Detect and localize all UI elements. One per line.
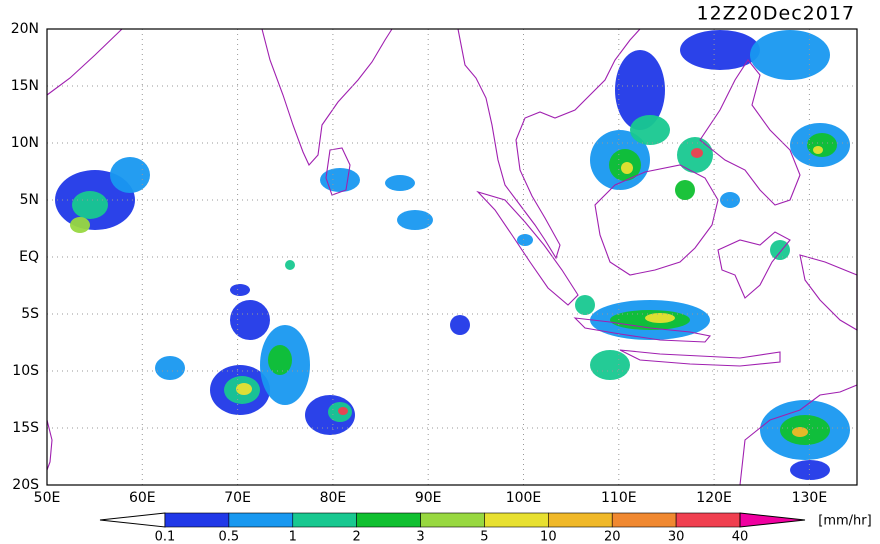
lat-label: 20S bbox=[12, 477, 39, 493]
lon-label: 50E bbox=[34, 490, 61, 506]
colorbar-box bbox=[548, 512, 613, 528]
coastline bbox=[46, 419, 53, 471]
rain-cell bbox=[621, 162, 633, 174]
rain-cell bbox=[770, 240, 790, 260]
lon-label: 60E bbox=[129, 490, 156, 506]
timestamp: 12Z20Dec2017 bbox=[697, 3, 856, 25]
lat-label: 10S bbox=[12, 363, 39, 379]
coastline bbox=[799, 254, 858, 331]
coastlines bbox=[46, 28, 858, 486]
colorbar-high bbox=[739, 512, 806, 528]
colorbar-box bbox=[611, 512, 677, 528]
colorbar-label: 10 bbox=[540, 530, 557, 544]
rain-cell bbox=[230, 284, 250, 296]
rain-cell bbox=[680, 30, 760, 70]
coastline bbox=[476, 190, 579, 306]
colorbar-label: 40 bbox=[732, 530, 749, 544]
rain-cell bbox=[285, 260, 295, 270]
colorbar-box bbox=[228, 512, 294, 528]
colorbar-box bbox=[356, 512, 421, 528]
colorbar-low bbox=[99, 512, 166, 528]
lat-label: 10N bbox=[11, 135, 39, 151]
rain-field bbox=[55, 30, 850, 480]
rain-cell bbox=[615, 50, 665, 130]
graticule bbox=[47, 29, 857, 485]
colorbar-label: 0.1 bbox=[155, 530, 176, 544]
rain-cell bbox=[750, 30, 830, 80]
colorbar-label: 20 bbox=[604, 530, 621, 544]
map-frame bbox=[46, 28, 858, 486]
colorbar-box bbox=[675, 512, 741, 528]
rain-cell bbox=[630, 115, 670, 145]
rain-cell bbox=[230, 300, 270, 340]
colorbar-box bbox=[420, 512, 485, 528]
lon-label: 130E bbox=[792, 490, 828, 506]
coastline bbox=[325, 147, 351, 196]
lat-label: 5N bbox=[20, 192, 39, 208]
colorbar-label: 30 bbox=[668, 530, 685, 544]
lon-label: 80E bbox=[320, 490, 347, 506]
rain-cell bbox=[575, 295, 595, 315]
colorbar-box bbox=[292, 512, 357, 528]
coastline bbox=[457, 28, 641, 260]
lat-label: EQ bbox=[19, 249, 39, 265]
rain-cell bbox=[155, 356, 185, 380]
rain-cell bbox=[790, 460, 830, 480]
colorbar: 0.1 0.5 1 2 3 5 10 20 30 40 [mm/hr] bbox=[99, 512, 872, 544]
lat-label: 5S bbox=[21, 306, 39, 322]
rain-cell bbox=[236, 383, 252, 395]
rain-cell bbox=[645, 313, 675, 323]
coastline bbox=[573, 317, 712, 343]
rain-cell bbox=[72, 191, 108, 219]
rain-cell bbox=[792, 427, 808, 437]
colorbar-label: 5 bbox=[480, 530, 488, 544]
colorbar-unit: [mm/hr] bbox=[818, 514, 871, 529]
coastline bbox=[739, 384, 858, 486]
rain-cell bbox=[517, 234, 533, 246]
lon-label: 70E bbox=[224, 490, 251, 506]
coastline bbox=[699, 59, 801, 206]
lat-label: 15S bbox=[12, 420, 39, 436]
lon-label: 120E bbox=[696, 490, 732, 506]
rain-cell bbox=[397, 210, 433, 230]
lon-label: 100E bbox=[506, 490, 542, 506]
colorbar-box bbox=[484, 512, 549, 528]
rain-cell bbox=[385, 175, 415, 191]
coastline bbox=[717, 231, 791, 299]
colorbar-label: 3 bbox=[416, 530, 424, 544]
rain-cell bbox=[450, 315, 470, 335]
coastline bbox=[594, 164, 719, 276]
rain-cell bbox=[720, 192, 740, 208]
colorbar-label: 2 bbox=[353, 530, 361, 544]
colorbar-box bbox=[164, 512, 230, 528]
rain-cell bbox=[320, 168, 360, 192]
coastline bbox=[261, 28, 393, 166]
rain-cell bbox=[268, 345, 292, 375]
coastline bbox=[619, 349, 781, 367]
rain-cell bbox=[675, 180, 695, 200]
lon-label: 90E bbox=[415, 490, 442, 506]
coastline bbox=[46, 28, 123, 96]
colorbar-label: 0.5 bbox=[219, 530, 240, 544]
rain-cell bbox=[70, 217, 90, 233]
rain-cell bbox=[807, 133, 837, 157]
lat-label: 20N bbox=[11, 21, 39, 37]
colorbar-label: 1 bbox=[289, 530, 297, 544]
rain-cell bbox=[338, 407, 348, 415]
lat-label: 15N bbox=[11, 78, 39, 94]
rain-cell bbox=[590, 350, 630, 380]
rain-cell bbox=[813, 146, 823, 154]
rain-cell bbox=[691, 148, 703, 158]
lon-label: 110E bbox=[601, 490, 637, 506]
rain-cell bbox=[110, 157, 150, 193]
